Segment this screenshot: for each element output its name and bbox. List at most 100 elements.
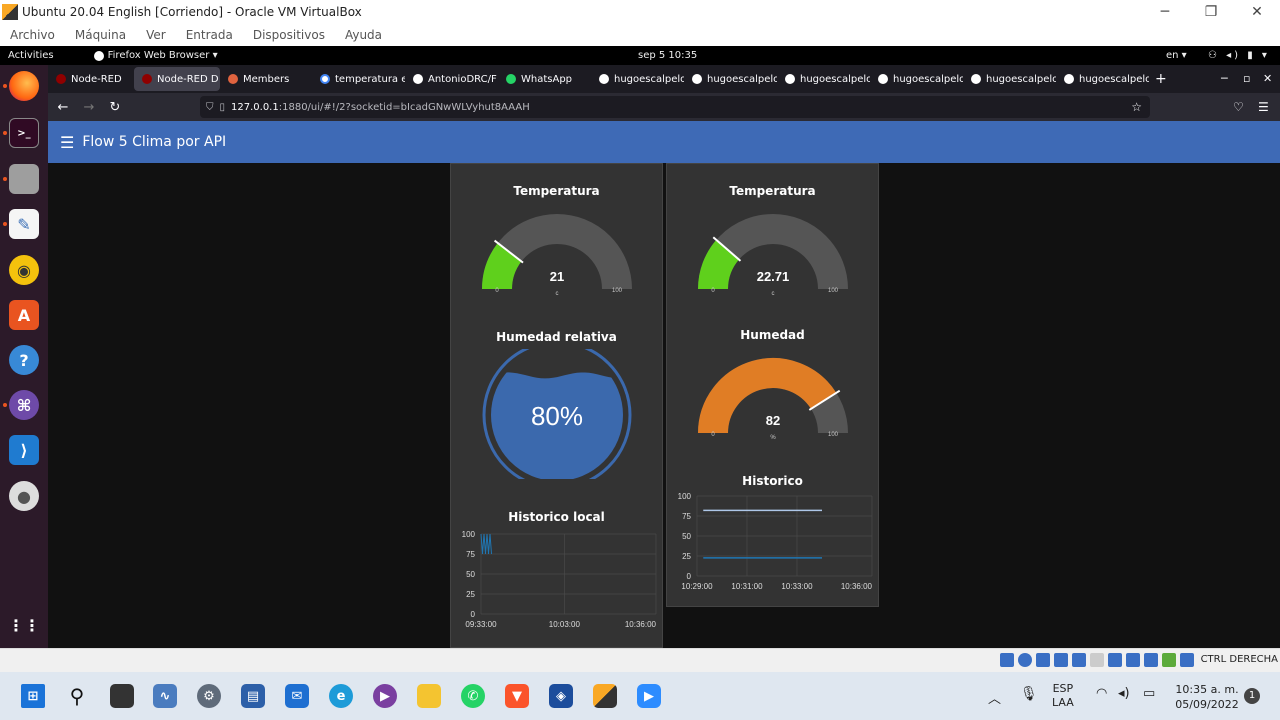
mouse-integration-icon[interactable] bbox=[1162, 653, 1176, 667]
new-tab-button[interactable]: + bbox=[1155, 71, 1167, 87]
windows-start-icon[interactable]: ⊞ bbox=[21, 684, 45, 708]
activities-button[interactable]: Activities bbox=[8, 50, 54, 61]
menu-dispositivos[interactable]: Dispositivos bbox=[252, 28, 325, 42]
firefox-dock-icon[interactable] bbox=[9, 71, 39, 101]
search-icon[interactable]: ⚲ bbox=[69, 684, 85, 708]
input-language[interactable]: en ▾ bbox=[1166, 50, 1187, 61]
terminal-icon[interactable]: >_ bbox=[9, 118, 39, 148]
window-title: Ubuntu 20.04 English [Corriendo] - Oracl… bbox=[22, 5, 362, 19]
lang-bottom: LAA bbox=[1052, 696, 1074, 709]
tab-github-hugo[interactable]: hugoescalpelo bbox=[777, 67, 870, 91]
keyboard-capture-icon[interactable] bbox=[1180, 653, 1194, 667]
pocket-icon[interactable]: ♡ bbox=[1233, 100, 1244, 114]
recording-icon[interactable] bbox=[1126, 653, 1140, 667]
media-player-icon[interactable]: ▶ bbox=[373, 684, 397, 708]
clock-area[interactable]: 10:35 a. m. 05/09/2022 bbox=[1172, 682, 1242, 712]
github-icon[interactable]: ⌘ bbox=[9, 390, 39, 420]
tab-whatsapp[interactable]: WhatsApp bbox=[498, 67, 591, 91]
disk-icon[interactable] bbox=[1000, 653, 1014, 667]
vm-window-icon[interactable] bbox=[593, 684, 617, 708]
menu-maquina[interactable]: Máquina bbox=[74, 28, 127, 42]
tab-members[interactable]: Members bbox=[220, 67, 312, 91]
tab-github-hugo[interactable]: hugoescalpelo bbox=[591, 67, 684, 91]
shared-folder-icon[interactable] bbox=[1090, 653, 1104, 667]
optical-drive-icon[interactable] bbox=[1018, 653, 1032, 667]
remote-desktop-icon[interactable]: ▤ bbox=[241, 684, 265, 708]
system-tray-icons[interactable]: ⚇ ◂) ▮ ▾ bbox=[1208, 50, 1270, 61]
menu-ayuda[interactable]: Ayuda bbox=[344, 28, 383, 42]
restore-button[interactable]: ❐ bbox=[1204, 4, 1218, 20]
menu-entrada[interactable]: Entrada bbox=[185, 28, 233, 42]
minimize-button[interactable]: ─ bbox=[1160, 4, 1170, 20]
task-view-icon[interactable] bbox=[110, 684, 134, 708]
app-menu[interactable]: Firefox Web Browser ▾ bbox=[93, 50, 218, 61]
tab-github-antonio[interactable]: AntonioDRC/F bbox=[405, 67, 498, 91]
gauge-fill bbox=[698, 239, 740, 290]
menu-ver[interactable]: Ver bbox=[146, 28, 166, 42]
menu-icon[interactable]: ☰ bbox=[60, 132, 75, 152]
text-editor-icon[interactable]: ✎ bbox=[9, 209, 39, 239]
menu-archivo[interactable]: Archivo bbox=[10, 28, 55, 42]
page-icon: ▯ bbox=[219, 101, 226, 113]
performance-monitor-icon[interactable]: ∿ bbox=[153, 684, 177, 708]
back-icon[interactable]: ← bbox=[57, 99, 69, 115]
battery-icon[interactable]: ▭ bbox=[1143, 686, 1156, 701]
tab-github-hugo[interactable]: hugoescalpelo bbox=[870, 67, 963, 91]
zoom-icon[interactable]: ▶ bbox=[637, 684, 661, 708]
ff-close-button[interactable]: ✕ bbox=[1263, 72, 1273, 85]
reload-icon[interactable]: ↻ bbox=[109, 99, 121, 115]
tab-github-hugo[interactable]: hugoescalpelo bbox=[684, 67, 777, 91]
notification-badge[interactable]: 1 bbox=[1244, 688, 1260, 704]
tab-label: Node-RED D bbox=[157, 73, 219, 85]
firefox-small-icon bbox=[93, 50, 104, 61]
mail-icon[interactable]: ✉ bbox=[285, 684, 309, 708]
whatsapp-icon[interactable]: ✆ bbox=[461, 684, 485, 708]
show-apps-icon[interactable]: ⋮⋮ bbox=[8, 615, 40, 635]
gauge-min: 0 bbox=[711, 288, 715, 294]
url-path: :1880/ui/#!/2?socketid=bIcadGNwWLVyhut8A… bbox=[278, 101, 530, 113]
hamburger-menu-icon[interactable]: ☰ bbox=[1258, 100, 1269, 114]
rhythmbox-icon[interactable]: ◉ bbox=[9, 255, 39, 285]
dvd-icon[interactable]: ● bbox=[9, 481, 39, 511]
forward-icon[interactable]: → bbox=[83, 99, 95, 115]
x-tick-label: 10:03:00 bbox=[549, 620, 581, 629]
notification-count: 1 bbox=[1248, 690, 1256, 701]
software-center-icon[interactable]: A bbox=[9, 300, 39, 330]
vt-icon[interactable] bbox=[1144, 653, 1158, 667]
wifi-icon[interactable]: ◠ bbox=[1096, 686, 1108, 701]
gnome-clock[interactable]: sep 5 10:35 bbox=[638, 50, 698, 61]
bookmark-star-icon[interactable]: ☆ bbox=[1131, 100, 1142, 114]
vscode-icon[interactable]: ⟩ bbox=[9, 435, 39, 465]
microphone-icon[interactable]: 🎙 bbox=[1020, 686, 1038, 702]
virtualbox-icon[interactable]: ◈ bbox=[549, 684, 573, 708]
dashboard-header: ☰ Flow 5 Clima por API bbox=[48, 121, 1280, 163]
tab-github-hugo[interactable]: hugoescalpelo bbox=[963, 67, 1056, 91]
input-language-indicator[interactable]: ESP LAA bbox=[1052, 682, 1074, 710]
left-group-card: Temperatura 21 c 0 100 Humedad relativa 80%… bbox=[450, 163, 663, 648]
tab-temperatura[interactable]: temperatura e bbox=[312, 67, 405, 91]
ff-maximize-button[interactable]: ▫ bbox=[1243, 72, 1251, 85]
volume-icon[interactable]: ◂) bbox=[1118, 686, 1130, 701]
usb-icon[interactable] bbox=[1072, 653, 1086, 667]
file-explorer-icon[interactable] bbox=[417, 684, 441, 708]
tab-node-red[interactable]: Node-RED bbox=[48, 67, 134, 91]
ff-minimize-button[interactable]: ─ bbox=[1221, 72, 1228, 85]
audio-icon[interactable] bbox=[1036, 653, 1050, 667]
github-icon bbox=[413, 74, 423, 84]
help-icon[interactable]: ? bbox=[9, 345, 39, 375]
windows-taskbar: ⊞ ⚲ ∿ ⚙ ▤ ✉ e ▶ ✆ ▼ ◈ ▶ ︿ 🎙 ESP LAA ◠ ◂)… bbox=[0, 672, 1280, 720]
edge-icon[interactable]: e bbox=[329, 684, 353, 708]
display-icon[interactable] bbox=[1108, 653, 1122, 667]
x-tick-label: 10:36:00 bbox=[625, 620, 657, 629]
tab-github-hugo[interactable]: hugoescalpelo bbox=[1056, 67, 1149, 91]
close-button[interactable]: ✕ bbox=[1251, 4, 1263, 20]
network-icon[interactable] bbox=[1054, 653, 1068, 667]
tray-overflow-icon[interactable]: ︿ bbox=[988, 692, 1002, 707]
brave-icon[interactable]: ▼ bbox=[505, 684, 529, 708]
shield-icon[interactable]: ⛉ bbox=[206, 101, 214, 113]
files-icon[interactable] bbox=[9, 164, 39, 194]
tab-node-red-dashboard[interactable]: Node-RED D ✕ bbox=[134, 67, 220, 91]
settings-gear-icon[interactable]: ⚙ bbox=[197, 684, 221, 708]
url-bar[interactable]: ⛉ ▯ 127.0.0.1:1880/ui/#!/2?socketid=bIca… bbox=[200, 96, 1150, 118]
tab-label: WhatsApp bbox=[521, 73, 573, 85]
